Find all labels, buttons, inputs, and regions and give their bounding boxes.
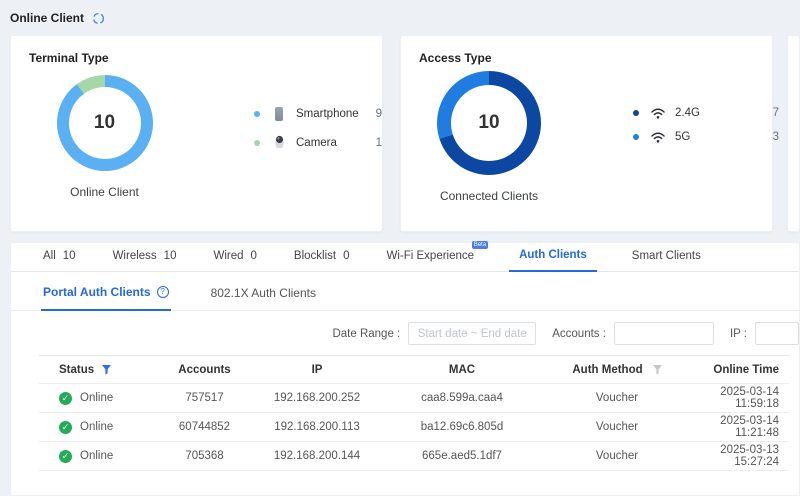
terminal-type-legend: Smartphone 9 Camera 1	[254, 107, 382, 150]
ip-value: 192.168.200.144	[273, 450, 361, 462]
table-row[interactable]: ✓ Online 60744852 192.168.200.113 ba12.6…	[39, 413, 789, 442]
online-status-icon: ✓	[59, 449, 72, 463]
online-time-value: 2025-03-14 11:21:48	[720, 415, 779, 439]
mac-value: ba12.69c6.805d	[420, 421, 504, 433]
band-2-4g-count: 7	[772, 107, 779, 119]
tab-wifi-experience[interactable]: Wi-Fi Experience Beta	[386, 241, 489, 262]
band-5g-dot	[633, 134, 639, 140]
camera-icon	[270, 135, 288, 150]
access-type-legend: 2.4G 7 5G 3	[633, 107, 779, 143]
legend-item-camera: Camera 1	[254, 135, 382, 150]
smartphone-count: 9	[375, 108, 382, 120]
legend-item-5g: 5G 3	[633, 131, 779, 143]
accounts-value: 757517	[185, 392, 224, 404]
smartphone-dot	[254, 111, 260, 117]
wifi-icon	[649, 108, 667, 119]
wifi-icon	[649, 132, 667, 143]
tab-all[interactable]: All 10	[43, 250, 76, 262]
smartphone-label: Smartphone	[296, 108, 359, 120]
tab-auth-clients[interactable]: Auth Clients	[509, 249, 597, 272]
access-type-caption: Connected Clients	[439, 189, 539, 203]
ip-input[interactable]	[755, 322, 799, 345]
tab-blocklist[interactable]: Blocklist 0	[293, 250, 350, 262]
auth-method-filter-icon[interactable]	[652, 364, 662, 375]
client-tabs: All 10 Wireless 10 Wired 0 Blocklist 0 Wi-Fi…	[11, 241, 799, 272]
ip-label: IP :	[729, 327, 747, 340]
band-2-4g-dot	[633, 110, 639, 116]
accounts-label: Accounts :	[552, 327, 606, 340]
table-header-row: Status Accounts IP MAC Auth Method Onlin…	[39, 355, 789, 384]
table-row[interactable]: ✓ Online 757517 192.168.200.252 caa8.599…	[39, 384, 789, 413]
auth-method-value: Voucher	[595, 392, 639, 404]
online-status-icon: ✓	[59, 391, 72, 405]
legend-item-smartphone: Smartphone 9	[254, 107, 382, 121]
accounts-value: 60744852	[178, 421, 231, 433]
ip-column-header: IP	[311, 363, 323, 376]
tab-smart-clients[interactable]: Smart Clients	[631, 250, 701, 262]
tab-wired[interactable]: Wired 0	[213, 250, 257, 262]
status-value: Online	[80, 392, 114, 404]
beta-badge: Beta	[471, 241, 489, 249]
mac-value: 665e.aed5.1df7	[422, 450, 502, 462]
accounts-value: 705368	[185, 450, 224, 462]
summary-cards-row: Terminal Type 10 Online Client Smartphon…	[10, 35, 800, 232]
online-time-value: 2025-03-13 15:27:24	[720, 444, 779, 468]
auth-method-value: Voucher	[595, 450, 639, 462]
table-row[interactable]: ✓ Online 705368 192.168.200.144 665e.aed…	[39, 442, 789, 471]
auth-subtabs: Portal Auth Clients ? 802.1X Auth Client…	[11, 285, 799, 311]
accounts-input[interactable]	[613, 322, 714, 345]
smartphone-icon	[270, 107, 288, 121]
page-header: Online Client	[0, 0, 800, 26]
camera-count: 1	[375, 136, 382, 149]
accounts-column-header: Accounts	[178, 363, 231, 376]
filter-row: Date Range : Start date ~ End date Accou…	[11, 322, 799, 345]
online-time-column-header: Online Time	[713, 363, 779, 376]
online-status-icon: ✓	[59, 420, 72, 434]
ip-value: 192.168.200.113	[274, 421, 360, 433]
camera-dot	[254, 139, 260, 146]
terminal-type-title: Terminal Type	[29, 51, 109, 65]
auth-method-column-header: Auth Method	[572, 363, 643, 376]
online-time-value: 2025-03-14 11:59:18	[720, 386, 779, 410]
auth-clients-table: Status Accounts IP MAC Auth Method Onlin…	[39, 355, 789, 471]
mac-column-header: MAC	[448, 363, 476, 376]
terminal-type-total: 10	[93, 112, 116, 133]
refresh-icon[interactable]	[92, 12, 105, 25]
band-5g-label: 5G	[675, 131, 691, 143]
status-column-header: Status	[59, 363, 95, 376]
legend-item-2-4g: 2.4G 7	[633, 107, 779, 119]
help-icon[interactable]: ?	[156, 286, 169, 298]
clients-panel: All 10 Wireless 10 Wired 0 Blocklist 0 Wi-Fi…	[10, 241, 800, 496]
access-type-title: Access Type	[419, 51, 492, 65]
ip-value: 192.168.200.252	[273, 392, 361, 404]
status-value: Online	[80, 421, 114, 433]
status-value: Online	[80, 450, 114, 462]
access-type-total: 10	[478, 112, 500, 133]
partial-card	[787, 35, 800, 232]
subtab-802-1x-auth-clients[interactable]: 802.1X Auth Clients	[210, 285, 316, 300]
status-filter-icon[interactable]	[102, 364, 112, 375]
subtab-portal-auth-clients[interactable]: Portal Auth Clients ?	[41, 285, 171, 311]
access-type-card: Access Type 10 Connected Clients	[400, 35, 779, 232]
band-2-4g-label: 2.4G	[675, 107, 700, 119]
auth-method-value: Voucher	[595, 421, 639, 433]
tab-wireless[interactable]: Wireless 10	[112, 250, 177, 262]
terminal-type-caption: Online Client	[70, 185, 139, 199]
band-5g-count: 3	[772, 131, 779, 143]
mac-value: caa8.599a.caa4	[421, 392, 503, 404]
date-range-label: Date Range :	[332, 327, 401, 340]
terminal-type-donut-chart: 10	[56, 75, 153, 171]
page-title: Online Client	[10, 11, 85, 25]
terminal-type-card: Terminal Type 10 Online Client Smartphon…	[10, 35, 383, 232]
date-range-input[interactable]: Start date ~ End date	[408, 322, 537, 345]
camera-label: Camera	[296, 136, 337, 149]
access-type-donut-chart: 10	[437, 71, 541, 175]
